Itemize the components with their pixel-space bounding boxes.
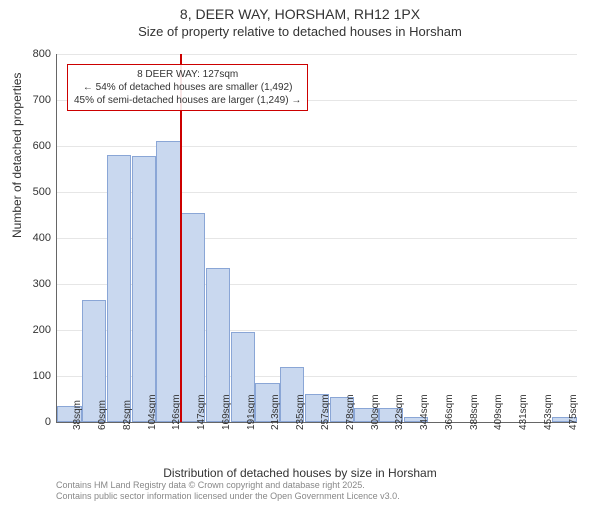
x-tick-label: 453sqm	[543, 394, 554, 430]
chart-subtitle: Size of property relative to detached ho…	[0, 24, 600, 39]
y-tick-label: 400	[21, 232, 51, 244]
y-tick-label: 600	[21, 140, 51, 152]
annotation-line1: 8 DEER WAY: 127sqm	[74, 68, 301, 81]
gridline	[57, 54, 577, 55]
annotation-box: 8 DEER WAY: 127sqm← 54% of detached hous…	[67, 64, 308, 111]
x-tick-label: 475sqm	[568, 394, 579, 430]
x-tick-label: 431sqm	[518, 394, 529, 430]
gridline	[57, 146, 577, 147]
x-tick-label: 322sqm	[394, 394, 405, 430]
bar	[181, 213, 205, 422]
y-tick-label: 800	[21, 48, 51, 60]
bar	[156, 141, 180, 422]
y-tick-label: 300	[21, 278, 51, 290]
bar	[132, 156, 156, 422]
x-tick-label: 366sqm	[444, 394, 455, 430]
chart-title: 8, DEER WAY, HORSHAM, RH12 1PX	[0, 6, 600, 22]
x-axis-label: Distribution of detached houses by size …	[0, 466, 600, 480]
x-tick-label: 388sqm	[469, 394, 480, 430]
y-tick-label: 100	[21, 370, 51, 382]
y-tick-label: 200	[21, 324, 51, 336]
footnote: Contains HM Land Registry data © Crown c…	[56, 480, 400, 502]
annotation-line2: ← 54% of detached houses are smaller (1,…	[74, 81, 301, 94]
x-tick-label: 344sqm	[419, 394, 430, 430]
chart-area: 010020030040050060070080038sqm60sqm82sqm…	[56, 54, 576, 422]
bar	[107, 155, 131, 422]
footnote-line2: Contains public sector information licen…	[56, 491, 400, 502]
y-tick-label: 0	[21, 416, 51, 428]
annotation-line3: 45% of semi-detached houses are larger (…	[74, 94, 301, 107]
x-tick-label: 409sqm	[493, 394, 504, 430]
y-tick-label: 700	[21, 94, 51, 106]
footnote-line1: Contains HM Land Registry data © Crown c…	[56, 480, 400, 491]
plot-region: 010020030040050060070080038sqm60sqm82sqm…	[56, 54, 577, 423]
y-tick-label: 500	[21, 186, 51, 198]
